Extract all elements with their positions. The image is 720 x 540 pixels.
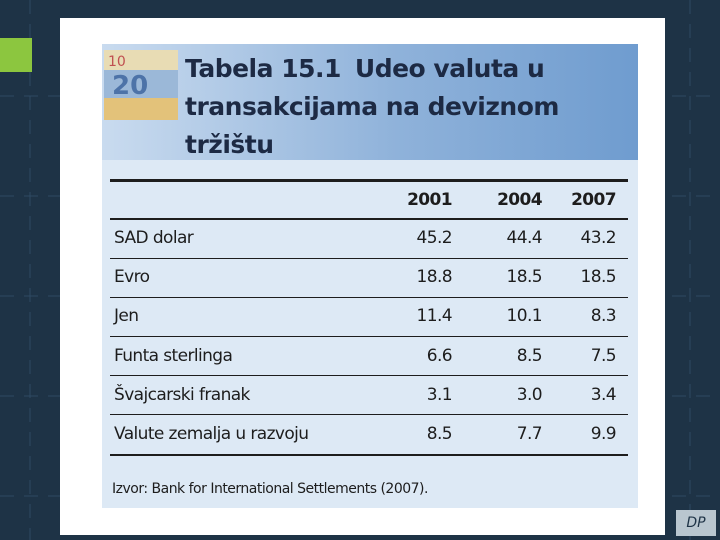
row-label: Jen xyxy=(114,306,139,327)
row-rule xyxy=(110,296,628,298)
table-cell: 3.4 xyxy=(590,384,617,405)
table-cell: 9.9 xyxy=(590,424,617,444)
row-rule xyxy=(110,453,628,456)
source-note: Izvor: Bank for International Settlement… xyxy=(112,481,428,497)
table-caption: Udeo valuta u transakcijama na deviznom … xyxy=(185,54,559,159)
column-header: 2007 xyxy=(571,190,617,210)
table-cell: 7.7 xyxy=(516,424,543,444)
row-label: SAD dolar xyxy=(114,228,194,248)
table-rule xyxy=(110,218,628,220)
svg-text:20: 20 xyxy=(112,71,148,101)
table-cell: 7.5 xyxy=(590,345,617,366)
table-number: Tabela 15.1 xyxy=(185,54,341,83)
row-rule xyxy=(110,414,628,416)
row-label: Funta sterlinga xyxy=(114,345,233,366)
row-rule xyxy=(110,257,628,259)
table-cell: 6.6 xyxy=(426,345,453,366)
table-rule xyxy=(110,179,628,182)
table-cell: 8.5 xyxy=(426,424,453,444)
svg-text:10: 10 xyxy=(108,54,126,70)
table-cell: 3.0 xyxy=(516,384,543,405)
row-rule xyxy=(110,336,628,337)
table-cell: 18.5 xyxy=(580,267,617,288)
row-label: Švajcarski franak xyxy=(114,384,250,405)
table-cell: 8.3 xyxy=(590,306,617,327)
table-cell: 8.5 xyxy=(516,345,543,366)
column-header: 2001 xyxy=(407,190,453,210)
row-label: Evro xyxy=(114,267,150,288)
table-cell: 44.4 xyxy=(506,228,543,248)
table-cell: 18.5 xyxy=(506,267,543,288)
table-cell: 43.2 xyxy=(580,228,617,248)
logo: DP xyxy=(676,510,716,536)
table-cell: 10.1 xyxy=(506,306,543,327)
table-cell: 3.1 xyxy=(426,384,453,405)
table-cell: 45.2 xyxy=(416,228,453,248)
accent-square xyxy=(0,38,32,72)
row-rule xyxy=(110,375,628,377)
euro-note-icon: 20 10 xyxy=(104,50,178,120)
row-label: Valute zemalja u razvoju xyxy=(114,424,309,444)
table-cell: 11.4 xyxy=(416,306,453,327)
title-band xyxy=(102,44,638,160)
table-cell: 18.8 xyxy=(416,267,453,288)
column-header: 2004 xyxy=(497,190,543,210)
table-title: Tabela 15.1 Udeo valuta u transakcijama n… xyxy=(185,50,605,164)
